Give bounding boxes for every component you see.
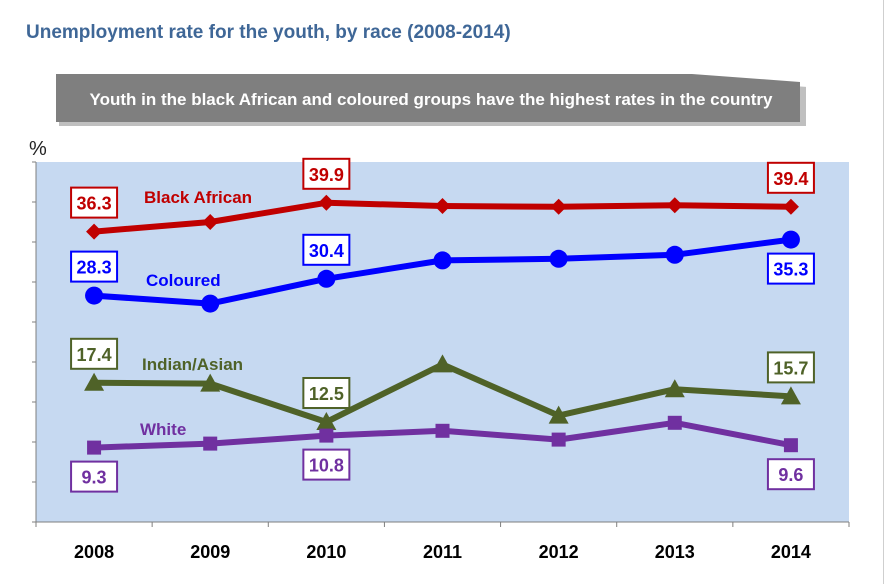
black-african-data-point <box>86 223 103 240</box>
white-data-label-box <box>302 448 351 481</box>
white-data-label: 9.3 <box>82 468 107 488</box>
indian-asian-series-name: Indian/Asian <box>142 355 243 374</box>
black-african-data-point <box>434 198 451 214</box>
coloured-data-point <box>201 294 220 313</box>
coloured-data-label: 35.3 <box>773 260 808 280</box>
white-data-label: 9.6 <box>778 465 803 485</box>
white-data-label-box <box>70 460 119 493</box>
black-african-data-label-box <box>302 157 351 190</box>
indian-asian-data-label-box <box>302 377 351 409</box>
indian-asian-data-point <box>200 373 221 392</box>
indian-asian-data-label-box <box>766 351 815 384</box>
black-african-series-name: Black African <box>144 188 252 207</box>
black-african-data-label: 39.4 <box>773 169 808 189</box>
indian-asian-data-point <box>780 386 801 405</box>
callout-banner: Youth in the black African and coloured … <box>56 74 806 126</box>
x-tick-label: 2010 <box>306 542 346 562</box>
plot-area <box>36 162 849 522</box>
indian-asian-data-point <box>316 412 337 430</box>
coloured-data-label: 30.4 <box>309 241 344 261</box>
white-data-point <box>783 438 798 453</box>
coloured-data-label-box <box>70 250 119 283</box>
indian-asian-data-point <box>664 379 685 398</box>
black-african-data-label-box <box>70 186 119 219</box>
white-data-label-box <box>766 458 815 491</box>
x-tick-label: 2013 <box>655 542 695 562</box>
coloured-data-point <box>781 230 800 249</box>
indian-asian-data-label: 15.7 <box>773 358 808 378</box>
coloured-data-point <box>85 286 104 305</box>
indian-asian-data-point <box>548 405 569 424</box>
callout-banner-shape <box>56 74 806 126</box>
coloured-data-point <box>549 249 568 268</box>
black-african-data-point <box>202 214 219 230</box>
x-tick-label: 2012 <box>539 542 579 562</box>
indian-asian-data-label-box <box>70 337 119 370</box>
white-data-point <box>87 440 102 455</box>
x-tick-label: 2011 <box>423 542 462 562</box>
white-data-label: 10.8 <box>309 456 344 476</box>
x-tick-label: 2009 <box>190 542 230 562</box>
black-african-data-point <box>318 194 335 211</box>
indian-asian-data-label: 12.5 <box>309 384 344 404</box>
x-tick-label: 2014 <box>771 542 811 562</box>
white-data-point <box>435 423 450 438</box>
indian-asian-data-point <box>432 354 453 373</box>
x-tick-label: 2008 <box>74 542 114 562</box>
callout-text: Youth in the black African and coloured … <box>89 90 773 109</box>
black-african-data-label: 39.9 <box>309 165 344 185</box>
indian-asian-data-point <box>84 372 105 391</box>
coloured-data-label-box <box>766 252 815 285</box>
white-data-point <box>319 428 334 443</box>
white-data-point <box>203 436 218 451</box>
coloured-data-point <box>665 245 684 264</box>
coloured-series-name: Coloured <box>146 271 221 290</box>
white-data-point <box>551 432 566 447</box>
black-african-data-label-box <box>766 161 815 194</box>
white-data-point <box>667 415 682 430</box>
black-african-data-label: 36.3 <box>77 194 112 214</box>
indian-asian-data-label: 17.4 <box>77 345 112 365</box>
black-african-data-point <box>550 198 567 215</box>
coloured-data-point <box>317 269 336 288</box>
black-african-data-point <box>666 197 683 214</box>
chart-title: Unemployment rate for the youth, by race… <box>26 22 511 43</box>
coloured-data-point <box>433 251 452 270</box>
coloured-data-label: 28.3 <box>77 258 112 278</box>
white-series-name: White <box>140 420 186 439</box>
black-african-data-point <box>782 198 799 215</box>
coloured-data-label-box <box>302 233 351 266</box>
y-axis-unit-label: % <box>29 138 47 160</box>
